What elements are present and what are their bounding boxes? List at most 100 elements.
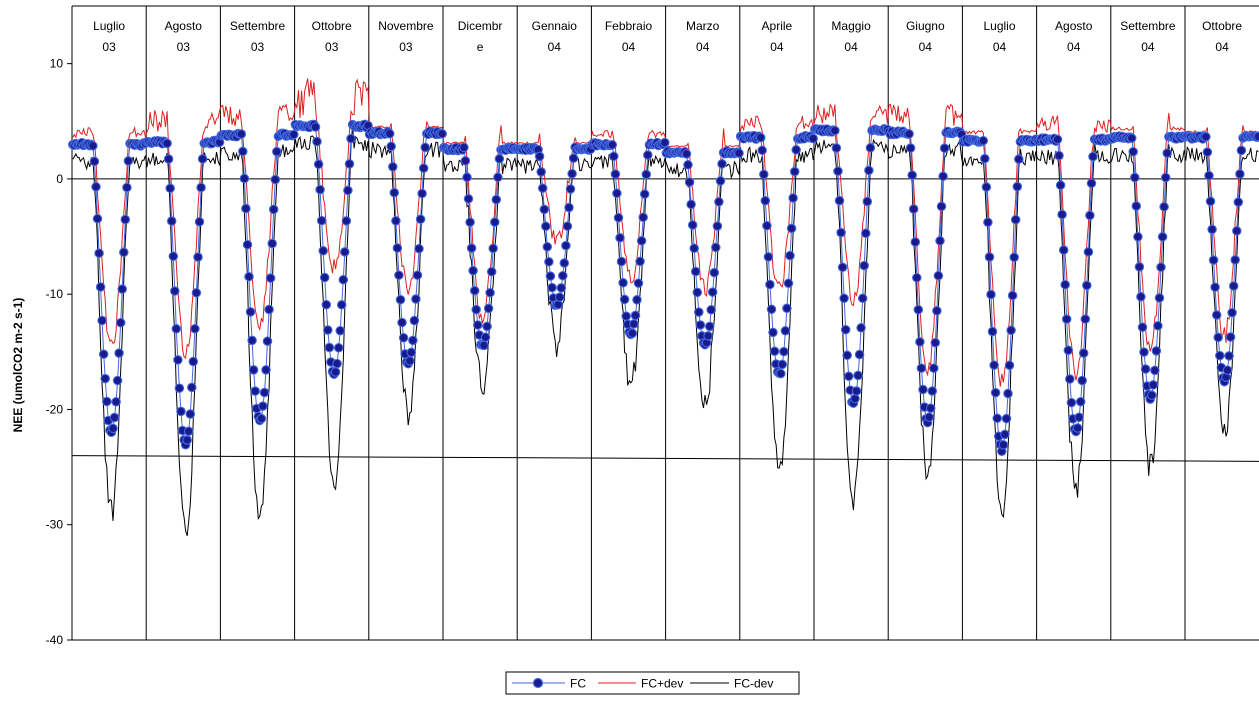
series-fc-point: [610, 169, 621, 179]
y-tick-label: -10: [46, 287, 64, 301]
series-fc-point: [488, 243, 498, 254]
series-fc-point: [197, 154, 208, 164]
series-fc-point: [840, 324, 851, 335]
series-fc-point: [109, 412, 120, 423]
series-fc-point: [1001, 413, 1012, 424]
series-fc-point: [621, 311, 631, 321]
series-fc-point: [762, 220, 772, 231]
series-fc-point: [1157, 232, 1168, 242]
series-fc-point: [391, 216, 401, 226]
series-fc-point: [1154, 293, 1165, 303]
series-fc-point: [395, 294, 406, 305]
series-fc-point: [938, 171, 948, 182]
series-fc-point: [392, 243, 403, 253]
series-fc-point: [930, 337, 941, 348]
series-fc-point: [983, 217, 993, 228]
month-label: Gennaio: [532, 19, 578, 33]
series-fc-point: [490, 217, 500, 227]
legend: FC FC+dev FC-dev: [505, 671, 800, 695]
series-fc-point: [479, 340, 489, 351]
series-fc-point: [343, 185, 353, 196]
series-fc-point: [89, 156, 100, 167]
series-fc-point: [1201, 132, 1211, 142]
series-fc-point: [187, 382, 197, 393]
series-fc-point: [491, 194, 502, 205]
series-fc-point: [1156, 262, 1166, 272]
series-fc-point: [542, 242, 553, 252]
series-fc-point: [1085, 210, 1095, 221]
series-fc-point: [414, 243, 424, 254]
series-fc-point: [344, 159, 355, 169]
series-fc-point: [633, 278, 644, 288]
series-fc-point: [165, 183, 175, 194]
series-fc-point: [100, 373, 110, 384]
series-fc-point: [554, 292, 565, 302]
series-fc-point: [115, 317, 126, 328]
series-fc-point: [1211, 310, 1222, 320]
series-fc-point: [853, 370, 863, 381]
series-fc-point: [1082, 280, 1092, 291]
series-fc-point: [92, 213, 103, 224]
series-fc-point: [398, 333, 409, 343]
series-fc-point: [1236, 145, 1247, 156]
series-fc-point: [1131, 201, 1142, 211]
series-fc-point: [1139, 347, 1149, 357]
series-fc-point: [769, 346, 780, 357]
series-fc-point: [262, 336, 273, 346]
series-fc-point: [561, 240, 571, 251]
y-tick-label: 10: [50, 57, 64, 71]
series-fc-point: [241, 203, 251, 214]
series-fc-point: [1133, 232, 1143, 242]
series-fc-point: [833, 166, 843, 176]
series-fc-point: [188, 356, 199, 367]
series-fc-point: [980, 153, 990, 164]
series-fc-point: [613, 212, 624, 223]
series-fc-point: [459, 142, 469, 153]
month-year-label: 03: [251, 40, 265, 54]
series-fc-point: [316, 215, 327, 226]
series-fc-point: [1253, 131, 1259, 142]
series-fc-point: [1232, 226, 1242, 236]
series-fc-point: [389, 187, 400, 198]
series-fc-point: [1204, 170, 1214, 181]
series-fc-point: [1052, 134, 1063, 145]
series-fc-point: [788, 193, 798, 203]
series-fc-point: [465, 217, 475, 227]
series-fc-point: [485, 287, 495, 298]
series-fc-point: [270, 174, 281, 185]
series-fc-point: [607, 140, 618, 150]
month-label: Agosto: [1055, 19, 1093, 33]
series-fc-point: [1227, 307, 1237, 318]
series-fc-point: [834, 195, 845, 206]
series-fc-point: [166, 216, 177, 226]
series-fc-point: [712, 221, 723, 231]
series-fc-point: [1202, 147, 1213, 157]
series-fc-point: [635, 256, 645, 267]
series-fc-point: [117, 284, 127, 294]
series-fc-point: [417, 188, 427, 199]
series-fc-point: [836, 227, 846, 238]
series-fc-point: [717, 159, 727, 169]
series-fc-point: [857, 293, 868, 304]
month-label: Novembre: [378, 19, 434, 33]
series-fc-point: [236, 129, 247, 139]
series-fc-point: [932, 306, 942, 316]
series-fc-point: [689, 243, 699, 254]
month-label: Luglio: [983, 19, 1015, 33]
series-fc-point: [289, 129, 299, 140]
series-fc-point: [643, 150, 653, 160]
month-year-label: 04: [770, 40, 784, 54]
series-fc-point: [466, 243, 477, 253]
series-fc-point: [564, 202, 574, 213]
month-year-label: 04: [696, 40, 710, 54]
series-fc-point: [918, 384, 928, 395]
series-fc-point: [190, 324, 200, 334]
series-fc-point: [1010, 214, 1021, 225]
series-fc-point: [791, 145, 801, 155]
month-year-label: 04: [1067, 40, 1081, 54]
series-fc-point: [168, 251, 179, 262]
month-year-label: 04: [844, 40, 858, 54]
series-fc-point: [185, 409, 196, 419]
series-fc-point: [196, 182, 206, 193]
